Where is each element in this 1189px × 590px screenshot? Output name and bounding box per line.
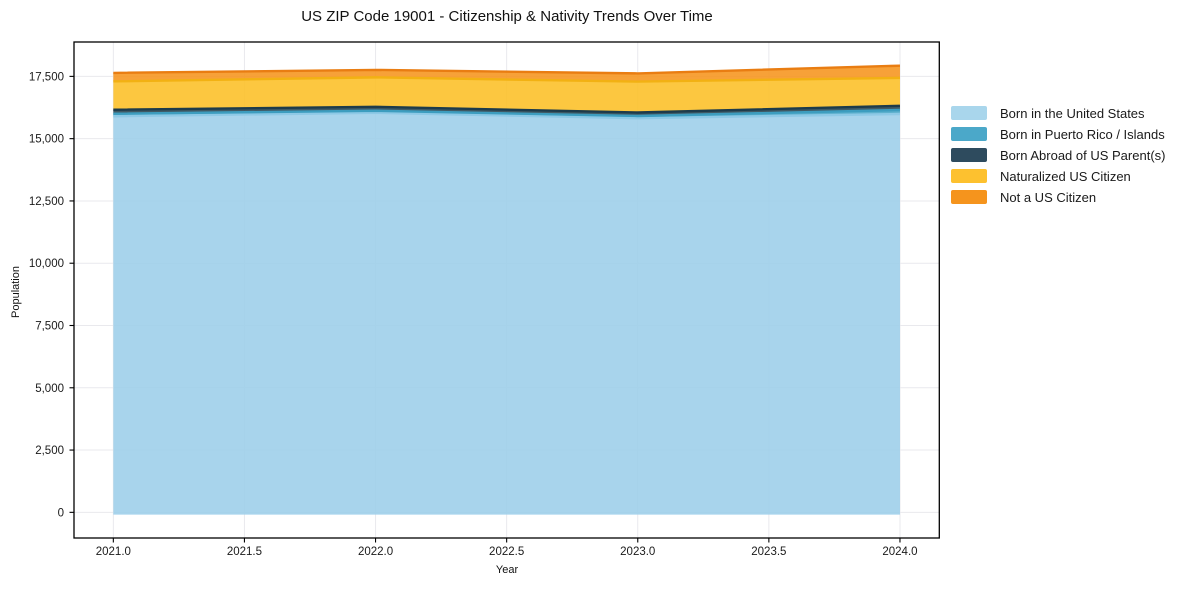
legend-label: Born in the United States (1000, 105, 1145, 121)
legend-swatch-born-pr (951, 127, 987, 141)
y-tick-label: 17,500 (29, 71, 64, 83)
legend-label: Born in Puerto Rico / Islands (1000, 126, 1165, 142)
x-tick-label: 2023.0 (620, 546, 655, 558)
y-tick-label: 12,500 (29, 196, 64, 208)
legend-item: Not a US Citizen (951, 189, 1165, 205)
legend-swatch-born-us (951, 106, 987, 120)
legend-swatch-naturalized (951, 169, 987, 183)
legend-label: Naturalized US Citizen (1000, 168, 1131, 184)
y-tick-label: 7,500 (35, 320, 64, 332)
y-tick-label: 5,000 (35, 383, 64, 395)
x-axis-label: Year (495, 564, 519, 576)
x-tick-label: 2022.5 (489, 546, 524, 558)
legend-item: Born in Puerto Rico / Islands (951, 126, 1165, 142)
y-tick-label: 10,000 (29, 258, 64, 270)
x-tick-label: 2024.0 (882, 546, 917, 558)
y-tick-label: 0 (58, 507, 64, 519)
legend-item: Born in the United States (951, 105, 1165, 121)
legend-label: Not a US Citizen (1000, 189, 1097, 205)
legend-item: Naturalized US Citizen (951, 168, 1165, 184)
y-tick-label: 15,000 (29, 134, 64, 146)
x-tick-label: 2021.0 (96, 546, 131, 558)
legend-swatch-born-abroad (951, 148, 987, 162)
y-axis-label: Population (10, 266, 22, 318)
legend-item: Born Abroad of US Parent(s) (951, 147, 1166, 163)
chart-title: US ZIP Code 19001 - Citizenship & Nativi… (301, 8, 713, 25)
x-tick-label: 2021.5 (227, 546, 262, 558)
y-tick-label: 2,500 (35, 445, 64, 457)
x-tick-label: 2023.5 (751, 546, 786, 558)
legend-swatch-not-citizen (951, 190, 987, 204)
legend: Born in the United States Born in Puerto… (951, 106, 1165, 211)
x-tick-label: 2022.0 (358, 546, 393, 558)
legend-label: Born Abroad of US Parent(s) (1000, 147, 1166, 163)
